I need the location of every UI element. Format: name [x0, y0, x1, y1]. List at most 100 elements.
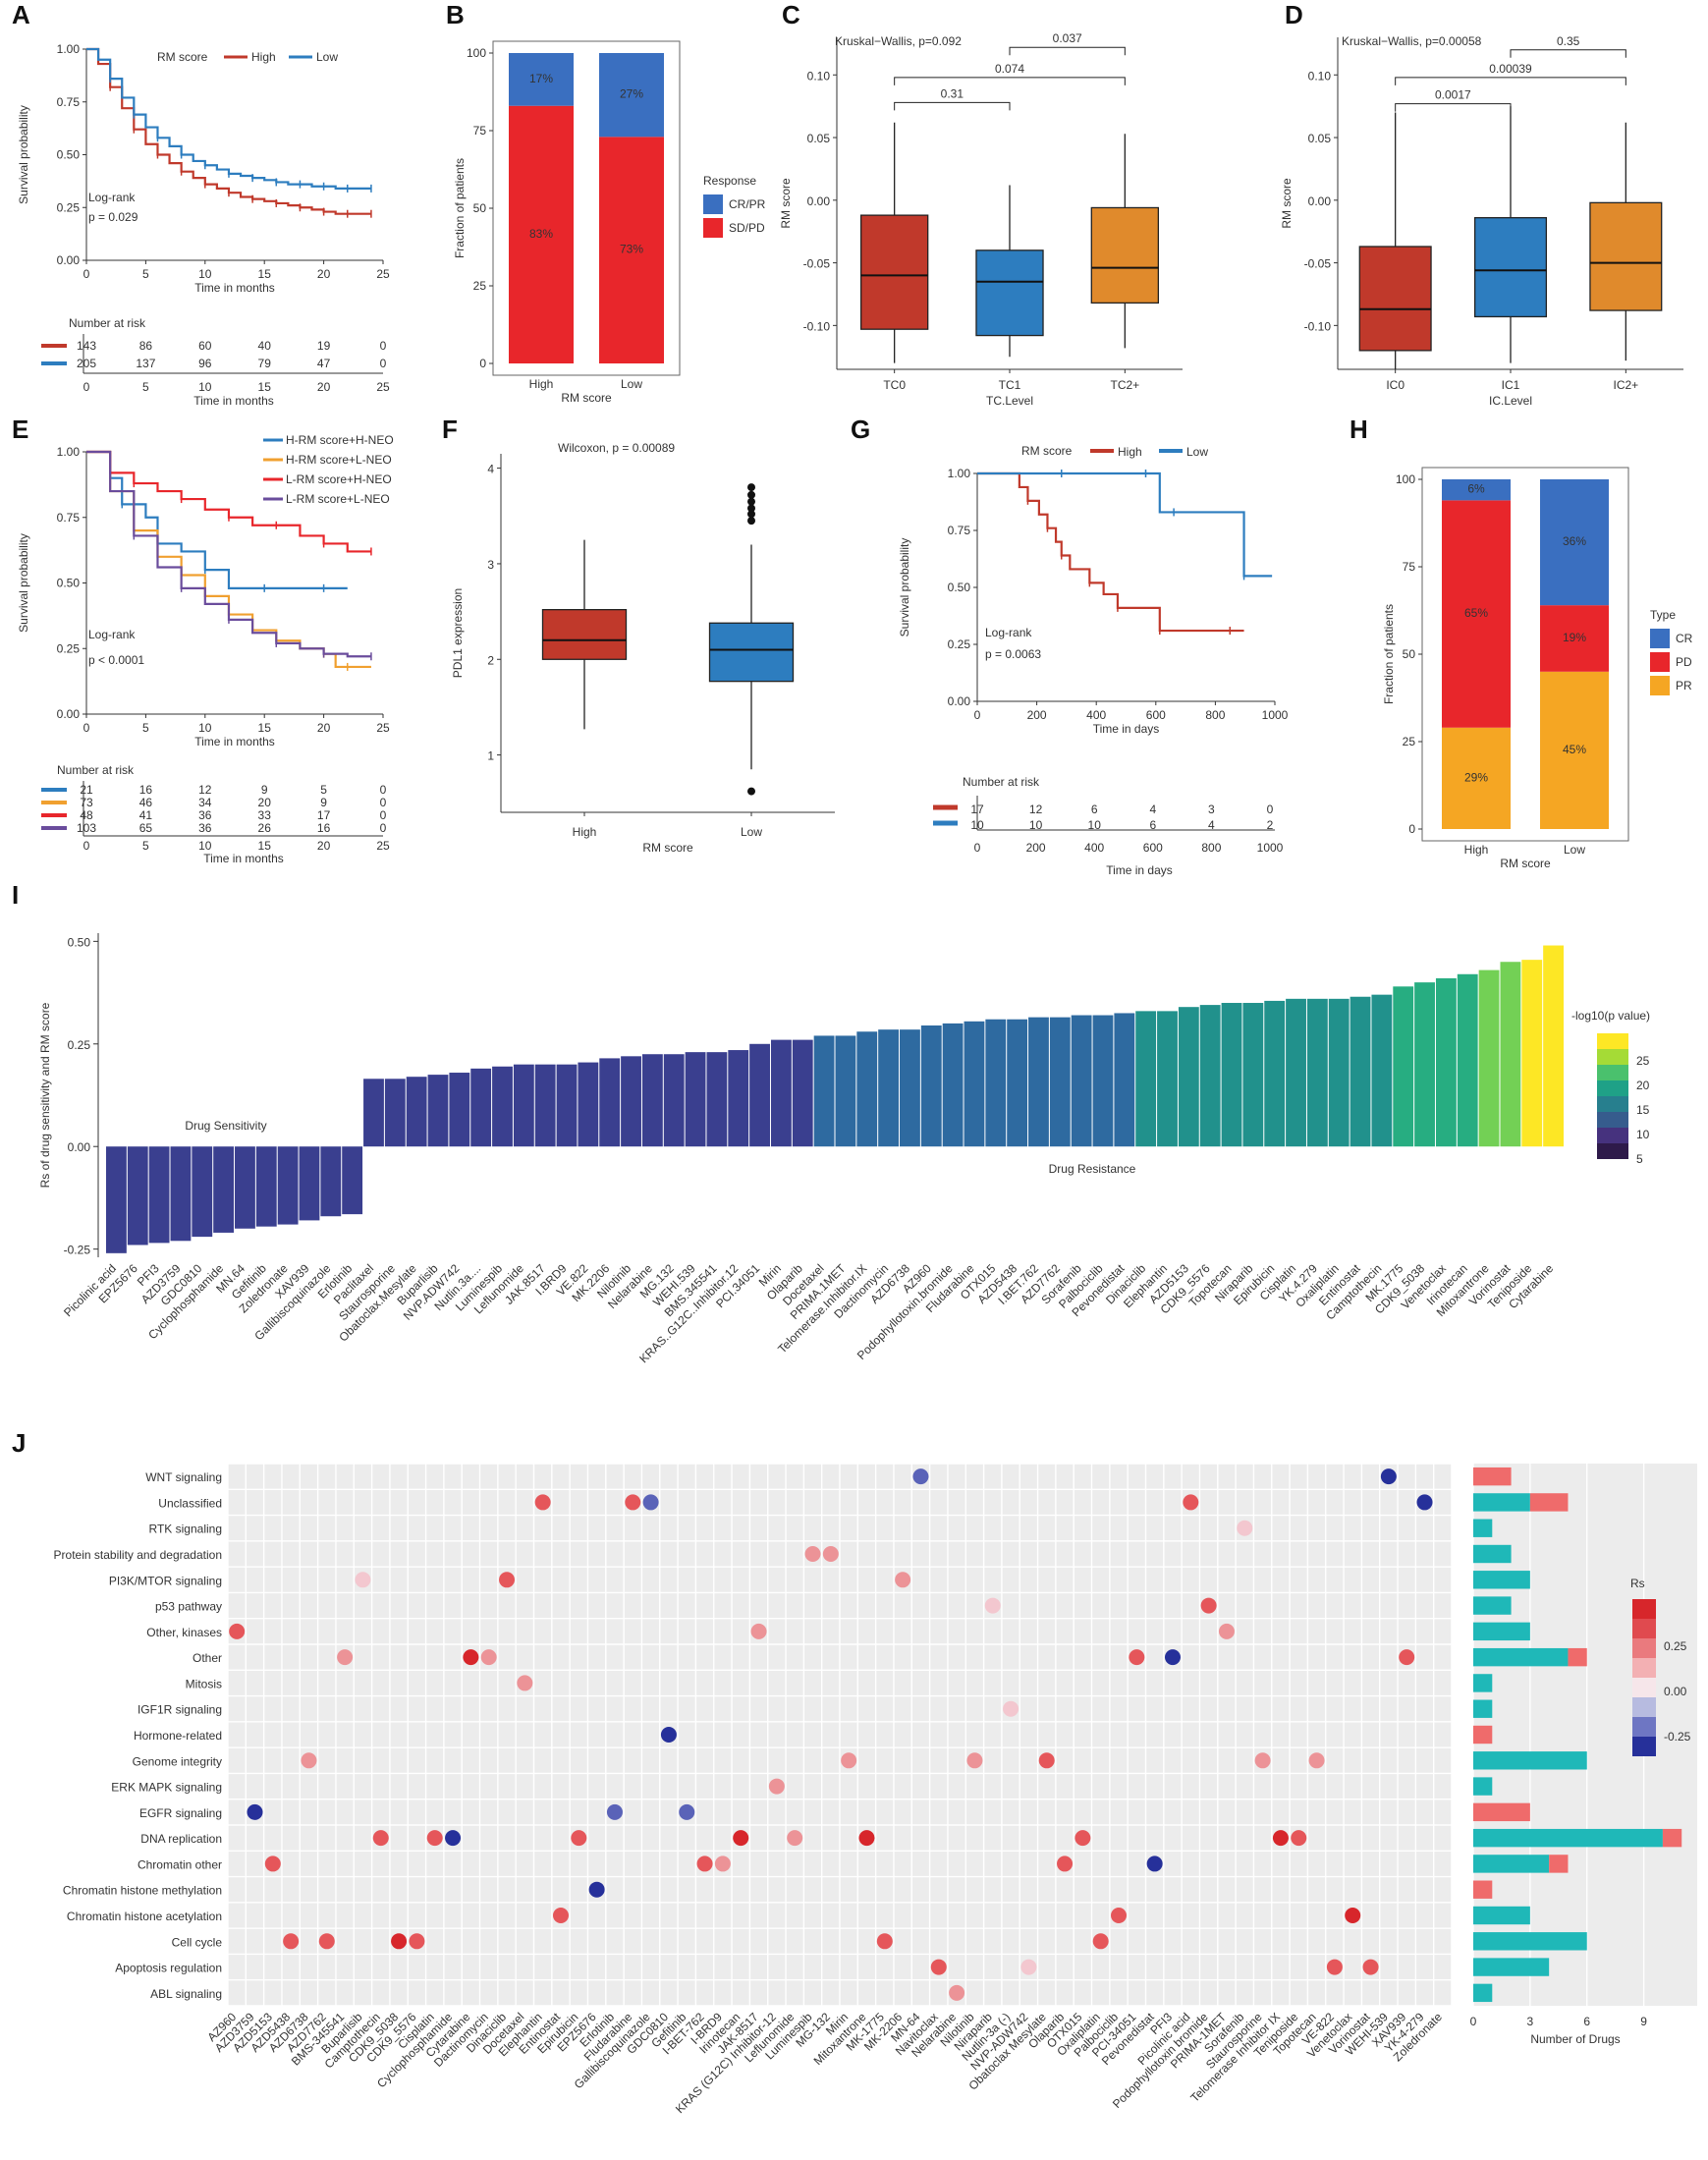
x-axis-title: Time in months [194, 735, 275, 748]
risk-x-tick: 600 [1143, 841, 1163, 855]
y-tick-label: 100 [1396, 472, 1415, 486]
bar-yk-4-279 [1306, 998, 1328, 1147]
y-tick-label: Mitosis [186, 1677, 222, 1690]
y-tick-label: Hormone-related [134, 1729, 222, 1743]
comparison-p-value: 0.00039 [1489, 62, 1532, 76]
bar-azd6738 [900, 1029, 920, 1147]
dot-azd5153 [264, 1855, 281, 1872]
y-tick-label: 0.00 [1308, 194, 1332, 208]
bar-mk-1775 [1393, 986, 1414, 1147]
y-tick-label: 0.75 [57, 95, 81, 109]
bar-crpr-low [599, 53, 664, 138]
colorbar-segment [1597, 1080, 1628, 1096]
bar-i-bet-762 [1028, 1017, 1049, 1147]
count-bar-teal [1473, 1622, 1530, 1641]
dot-gdc0810 [660, 1727, 677, 1743]
box-tc1 [975, 249, 1044, 337]
bar-mirin [770, 1039, 792, 1147]
y-axis-title: RM score [779, 178, 793, 229]
survival-curve-3 [86, 450, 371, 658]
colorbar-tick: -0.25 [1664, 1730, 1691, 1744]
outlier-point [747, 490, 755, 499]
x-axis-title: IC.Level [1489, 394, 1532, 408]
y-tick-label: 0.75 [57, 511, 81, 525]
y-tick-label: 0.25 [57, 200, 81, 214]
panel-b-plot: 0 25 50 75 100 83% 17% High 73% 27% Low RM score Fra… [453, 40, 681, 405]
y-tick-label: p53 pathway [155, 1600, 222, 1614]
bar-palbociclib [1092, 1015, 1114, 1147]
dot-otx015 [1074, 1830, 1091, 1847]
panel-label-d: D [1285, 0, 1303, 29]
risk-x-tick: 0 [83, 839, 90, 853]
legend-label: CR/PR [729, 197, 766, 211]
risk-x-tick: 20 [317, 380, 331, 394]
colorbar-tick: 5 [1636, 1152, 1643, 1166]
y-tick-label: 0.25 [57, 641, 81, 655]
bar-jak-8517 [534, 1064, 556, 1147]
colorbar-segment [1632, 1697, 1656, 1717]
legend-title: RM score [1021, 444, 1073, 458]
bar-label: 36% [1563, 534, 1586, 548]
annotation-text: p < 0.0001 [88, 653, 144, 667]
count-bar-red [1473, 1467, 1512, 1486]
risk-value: 26 [258, 821, 272, 835]
bar-telomerase-inhibitor-ix [856, 1031, 878, 1147]
risk-value: 0 [380, 808, 387, 822]
panel-label-e: E [12, 415, 28, 444]
dot-leflunomide [787, 1830, 803, 1847]
comparison-bracket [1395, 77, 1626, 85]
dot-dactinomycin [480, 1649, 497, 1666]
dot-obatoclax-mesylate [1038, 1752, 1055, 1769]
dot-nvp-adw742 [1020, 1959, 1037, 1975]
dot-mitoxantrone [858, 1830, 875, 1847]
y-tick-label: 0.50 [57, 577, 81, 590]
y-tick-label: 0.05 [1308, 132, 1332, 145]
dot-cdk9_5576 [409, 1933, 425, 1950]
bar-xav939 [299, 1146, 320, 1221]
comparison-bracket [894, 101, 1011, 111]
dot-telomerase-inhibitor-ix [1272, 1830, 1289, 1847]
legend-label: CR [1676, 632, 1693, 645]
legend-label: Low [316, 50, 338, 64]
legend-title: RM score [157, 50, 208, 64]
risk-value: 137 [136, 357, 155, 370]
comparison-p-value: 0.35 [1557, 34, 1580, 48]
dot-azd6738 [301, 1752, 317, 1769]
dot-pevonedistat [1146, 1855, 1163, 1872]
dot-olaparib [1057, 1855, 1074, 1872]
bar-nelarabine [641, 1054, 663, 1147]
survival-curve-0 [86, 47, 371, 215]
legend-label: PD [1676, 655, 1692, 669]
bar-nilotinib [621, 1056, 641, 1147]
bar-gallibiscoquinazole [320, 1146, 342, 1217]
y-tick-label: ERK MAPK signaling [111, 1781, 222, 1795]
colorbar-title: -log10(p value) [1571, 1009, 1650, 1023]
x-axis-title: RM score [1500, 857, 1551, 870]
outlier-point [747, 504, 755, 513]
panel-h-plot: 0 25 50 75 100 29% 65% 6% High 45% 19% 36% Low RM sco… [1382, 467, 1629, 870]
bar-zoledronate [277, 1146, 299, 1225]
y-tick-label: 3 [487, 558, 494, 572]
x-tick-label: High [529, 377, 554, 391]
outlier-point [747, 787, 755, 796]
colorbar-segment [1632, 1737, 1656, 1756]
risk-x-tick: 10 [198, 380, 212, 394]
colorbar-segment [1597, 1049, 1628, 1065]
y-axis-title: RM score [1280, 178, 1294, 229]
x-tick-label: 0 [83, 267, 90, 281]
x-tick-label: 5 [142, 267, 149, 281]
comparison-bracket [1510, 49, 1626, 58]
count-bar-teal [1473, 1777, 1493, 1796]
y-tick-label: 0.50 [68, 935, 91, 949]
outlier-point [747, 497, 755, 506]
y-tick-label: DNA replication [140, 1832, 222, 1846]
risk-value: 79 [258, 357, 272, 370]
dot-jak-8517 [750, 1623, 767, 1639]
bar-x-tick: 6 [1583, 2015, 1590, 2028]
risk-x-tick: 25 [376, 839, 390, 853]
dot-bms-345541 [337, 1649, 354, 1666]
box-high [541, 609, 628, 660]
y-tick-label: PI3K/MTOR signaling [109, 1574, 222, 1587]
risk-value: 33 [258, 808, 272, 822]
